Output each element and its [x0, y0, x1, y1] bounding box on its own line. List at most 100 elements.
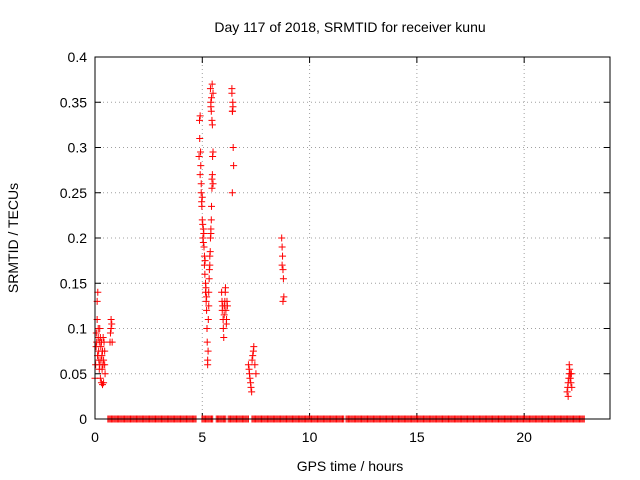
data-point [201, 270, 209, 278]
data-point [196, 134, 204, 142]
data-point [101, 361, 109, 369]
y-tick-label: 0.05 [60, 366, 87, 382]
data-point [196, 171, 204, 179]
data-point [219, 325, 227, 332]
y-tick-label: 0.25 [60, 185, 87, 201]
data-point [98, 352, 106, 360]
data-point [201, 257, 209, 265]
data-point [196, 112, 204, 120]
data-point [208, 80, 216, 88]
data-point [566, 370, 574, 378]
data-point [204, 361, 212, 369]
y-tick-label: 0.4 [68, 49, 88, 65]
data-point [228, 85, 236, 93]
data-point [97, 343, 105, 351]
data-point [198, 202, 206, 210]
data-point [279, 252, 287, 260]
data-point [100, 379, 108, 387]
plot-frame [94, 56, 611, 420]
data-point [209, 148, 217, 156]
x-tick-label: 5 [198, 429, 206, 445]
data-point [208, 171, 216, 179]
data-point [96, 374, 104, 382]
data-point [206, 261, 214, 269]
data-point [205, 288, 213, 296]
data-point [100, 356, 108, 364]
data-point [565, 361, 573, 369]
y-tick-label: 0 [79, 411, 87, 427]
data-point [280, 293, 288, 301]
data-point [279, 266, 287, 274]
data-point [208, 121, 216, 129]
data-point [279, 275, 287, 283]
data-point [197, 180, 205, 188]
data-point [204, 347, 212, 355]
data-point [108, 338, 116, 346]
data-point [205, 275, 213, 283]
data-point [220, 311, 228, 319]
data-point [198, 193, 206, 201]
data-point [249, 352, 257, 360]
data-point [199, 239, 207, 247]
data-point [92, 329, 100, 337]
x-tick-label: 0 [91, 429, 99, 445]
data-point [204, 315, 212, 323]
data-point [203, 293, 211, 301]
data-point [244, 361, 252, 369]
data-point [206, 248, 214, 256]
data-point [247, 383, 255, 391]
data-point [208, 94, 216, 102]
y-tick-label: 0.2 [68, 230, 88, 246]
chart-title: Day 117 of 2018, SRMTID for receiver kun… [214, 19, 485, 35]
data-point [221, 284, 229, 292]
data-point [206, 85, 214, 93]
data-point [208, 202, 216, 210]
data-point [203, 338, 211, 346]
data-point [229, 144, 237, 151]
data-point [568, 383, 576, 391]
data-point [248, 356, 256, 364]
data-point [564, 392, 572, 400]
data-point [101, 370, 109, 378]
data-point [251, 361, 259, 369]
data-point [108, 320, 116, 328]
data-point [99, 381, 107, 389]
data-point [207, 216, 215, 224]
data-point [106, 329, 114, 337]
data-point [107, 315, 115, 323]
data-point [278, 234, 286, 242]
data-point [248, 388, 256, 396]
data-point [96, 325, 104, 332]
data-point [220, 334, 228, 342]
data-point [207, 229, 215, 237]
data-point [107, 325, 115, 332]
data-point [200, 229, 208, 237]
data-point [98, 365, 106, 373]
data-point [196, 116, 204, 124]
data-point [199, 220, 207, 228]
data-point [228, 189, 236, 197]
data-point [230, 162, 238, 170]
x-axis-label: GPS time / hours [297, 458, 404, 474]
x-tick-label: 10 [302, 429, 318, 445]
data-point [205, 302, 213, 310]
data-point [99, 334, 107, 342]
x-tick-label: 15 [409, 429, 425, 445]
data-point [223, 302, 231, 310]
data-point [208, 184, 216, 192]
x-tick-label: 20 [516, 429, 532, 445]
y-tick-label: 0.1 [68, 321, 88, 337]
data-point [195, 153, 203, 161]
data-point [278, 243, 286, 251]
data-point [200, 243, 208, 251]
data-point [250, 343, 258, 351]
data-point [279, 297, 287, 305]
data-point [203, 325, 211, 332]
data-point [563, 388, 571, 396]
data-point [203, 306, 211, 314]
data-point [197, 148, 205, 156]
data-point [223, 315, 231, 323]
y-tick-label: 0.15 [60, 275, 87, 291]
